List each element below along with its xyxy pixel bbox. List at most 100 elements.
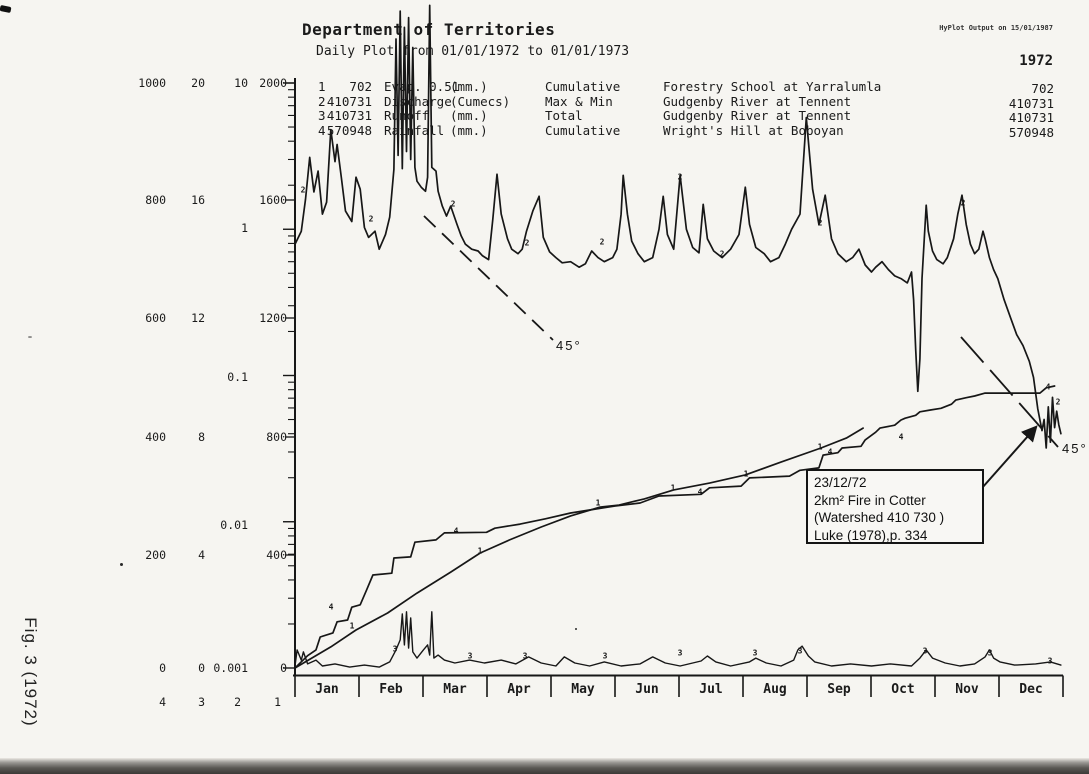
curve-series-digit: 1 (743, 469, 749, 479)
curve-series-digit: 1 (817, 442, 823, 452)
curve-series-digit: 4 (697, 487, 703, 497)
y-axis-label: 800 (145, 193, 166, 207)
month-label: Jun (635, 682, 659, 697)
curve-series-digit: 1 (477, 546, 483, 556)
scan-speckle (120, 563, 123, 566)
legend-site: Gudgenby River at Tennent (663, 93, 852, 109)
legend-station-id-right: 410731 (1008, 110, 1054, 125)
y-axis-label: 1 (274, 695, 281, 709)
legend-station-id-right: 570948 (1008, 124, 1054, 140)
curve-series-digit: 2 (599, 237, 605, 247)
y-axis-label: 1 (241, 221, 248, 235)
curve-series-digit: 1 (670, 483, 676, 493)
curve-series-digit: 2 (300, 185, 306, 195)
legend-variable: Evap. 0.51 (384, 79, 460, 94)
curve-series-digit: 4 (898, 432, 904, 442)
curve-series-digit: 2 (677, 172, 683, 182)
legend-series-number: 4 (318, 122, 326, 138)
figure-caption: Fig. 3 (1972) (21, 617, 40, 727)
y-axis-label: 1600 (259, 193, 287, 207)
angle-45-label-right: 45° (1062, 441, 1088, 456)
y-axis-label: 0.1 (227, 370, 248, 384)
curve-series-digit: 3 (677, 648, 683, 658)
fire-annotation-line: 23/12/72 (814, 475, 867, 490)
y-axis-label: 200 (145, 548, 166, 562)
scan-edge-band (0, 758, 1089, 774)
legend-station-id: 410731 (326, 108, 372, 123)
fire-annotation-line: 2km² Fire in Cotter (814, 492, 926, 508)
curve-series-digit: 2 (719, 249, 725, 259)
legend-unit: (mm.) (450, 122, 488, 138)
curve-series-digit: 3 (797, 646, 803, 656)
page-title: Department of Territories (302, 20, 556, 39)
legend-station-id: 570948 (326, 122, 372, 138)
month-label: Nov (955, 682, 979, 697)
legend-station-id-right: 702 (1031, 81, 1054, 96)
y-axis-label: 2 (234, 695, 241, 709)
y-axis-label: 2000 (259, 76, 287, 90)
y-axis-label: 0.01 (220, 518, 248, 532)
month-label: Aug (763, 682, 787, 697)
y-axis-label: 10 (234, 76, 248, 90)
legend-site: Gudgenby River at Tennent (663, 108, 852, 123)
curve-series-digit: 1 (595, 498, 601, 508)
y-axis-label: 16 (191, 193, 205, 207)
scan-artifact (0, 4, 12, 14)
y-axis-label: 0.001 (213, 661, 248, 675)
legend-station-id-right: 410731 (1008, 95, 1054, 111)
legend-unit: (Cumecs) (450, 93, 511, 109)
legend-statistic: Total (545, 108, 583, 123)
curve-series-digit: 3 (987, 648, 993, 658)
month-label: Oct (891, 682, 915, 697)
curve-series-digit: 4 (1045, 382, 1051, 392)
legend-station-id: 410731 (326, 93, 372, 109)
fire-annotation-line: Luke (1978),p. 334 (814, 527, 928, 543)
y-axis-label: 0 (159, 661, 166, 675)
legend-statistic: Cumulative (545, 122, 621, 138)
legend-variable: Discharge (384, 93, 452, 109)
y-axis-label: 1200 (259, 311, 287, 325)
curve-series-digit: 3 (602, 651, 608, 661)
angle-45-label-left: 45° (556, 338, 582, 353)
y-axis-label: 12 (191, 311, 205, 325)
y-axis-label: 0 (198, 661, 205, 675)
month-label: Jul (699, 682, 723, 697)
curve-series-digit: 3 (752, 648, 758, 658)
month-label: May (571, 682, 595, 697)
curve-series-digit: 2 (960, 198, 966, 208)
y-axis-label: 1000 (138, 76, 166, 90)
scan-speckle (28, 336, 32, 338)
fire-annotation-line: (Watershed 410 730 ) (814, 510, 945, 525)
curve-series-digit: 3 (467, 651, 473, 661)
curve-series-digit: 2 (524, 238, 530, 248)
curve-series-digit: 4 (827, 447, 833, 457)
y-axis-label: 400 (145, 430, 166, 444)
y-axis-label: 20 (191, 76, 205, 90)
legend-statistic: Max & Min (545, 93, 613, 109)
curve-series-digit: 4 (328, 602, 334, 612)
curve-series-digit: 3 (522, 651, 528, 661)
y-axis-label: 800 (266, 430, 287, 444)
legend-series-number: 1 (318, 79, 326, 94)
y-axis-label: 3 (198, 695, 205, 709)
curve-series-digit: 2 (1055, 397, 1061, 407)
curve-series-digit: 2 (817, 218, 823, 228)
y-axis-label: 400 (266, 548, 287, 562)
legend-station-id: 702 (349, 79, 372, 94)
curve-series-digit: 4 (453, 526, 459, 536)
month-label: Apr (507, 682, 531, 697)
curve-series-digit: 2 (368, 214, 374, 224)
legend-series-number: 3 (318, 108, 326, 123)
curve-series-digit: 1 (349, 621, 355, 631)
month-label: Feb (379, 682, 403, 697)
y-axis-label: 0 (280, 661, 287, 675)
year-label: 1972 (1019, 53, 1053, 69)
legend-variable: Rainfall (384, 122, 445, 138)
legend-series-number: 2 (318, 93, 326, 109)
legend-variable: Runoff (384, 108, 430, 123)
legend-unit: (mm.) (450, 108, 488, 123)
legend-site: Forestry School at Yarralumla (663, 79, 882, 94)
legend-statistic: Cumulative (545, 79, 621, 94)
month-label: Dec (1019, 682, 1043, 697)
